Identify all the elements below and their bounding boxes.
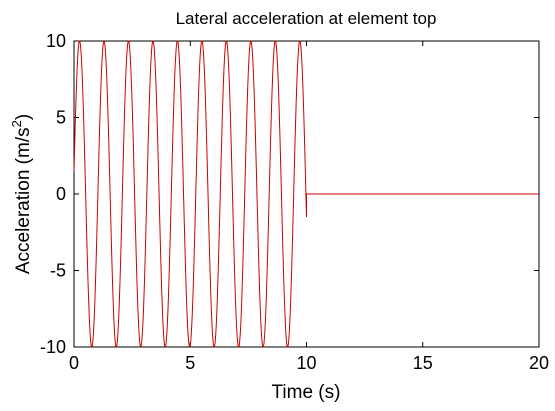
y-tick-label: 0 (56, 184, 66, 204)
y-tick-label: -10 (40, 337, 66, 357)
x-tick-label: 5 (185, 353, 195, 373)
x-tick-label: 0 (69, 353, 79, 373)
x-tick-label: 10 (296, 353, 316, 373)
y-tick-label: -5 (50, 261, 66, 281)
y-axis-label-superscript: 2 (9, 120, 24, 127)
y-axis-label-suffix: ) (13, 114, 34, 120)
chart-title: Lateral acceleration at element top (176, 9, 437, 28)
x-tick-label: 20 (529, 353, 549, 373)
x-tick-label: 15 (413, 353, 433, 373)
y-tick-label: 10 (46, 31, 66, 51)
x-axis-label: Time (s) (272, 382, 341, 403)
y-tick-label: 5 (56, 108, 66, 128)
y-axis-label: Acceleration (m/s2) (9, 114, 34, 274)
y-axis-label-main: Acceleration (m/s (13, 127, 34, 274)
axis-ticks (73, 40, 540, 348)
series-line (73, 40, 539, 348)
tick-labels: 0 5 10 15 20 10 5 0 -5 -10 (40, 31, 549, 373)
